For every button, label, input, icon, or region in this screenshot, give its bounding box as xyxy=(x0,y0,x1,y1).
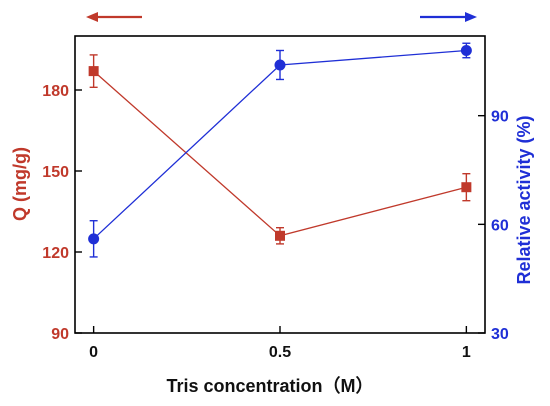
left-axis-title: Q (mg/g) xyxy=(10,147,30,221)
x-axis-title: Tris concentration（M） xyxy=(166,376,373,396)
plot-frame xyxy=(74,35,486,334)
data-point-square xyxy=(461,182,472,193)
data-point-square xyxy=(88,66,99,77)
axis-arrows xyxy=(86,12,477,22)
left-tick-label: 150 xyxy=(42,164,69,181)
left-tick-label: 180 xyxy=(42,83,69,100)
series-line-left xyxy=(93,70,467,237)
data-point-circle xyxy=(460,44,472,56)
right-tick-label: 60 xyxy=(491,217,509,234)
x-axis-ticks: 0 0.5 1 xyxy=(89,326,471,361)
series-layer xyxy=(88,42,472,258)
x-tick-label: 1 xyxy=(462,344,471,361)
right-tick-label: 90 xyxy=(491,109,509,126)
right-tick-label: 30 xyxy=(491,326,509,343)
left-axis-ticks: 90 120 150 180 xyxy=(42,83,82,343)
right-axis-title: Relative activity (%) xyxy=(514,115,534,284)
left-tick-label: 90 xyxy=(51,326,69,343)
data-point-square xyxy=(275,230,285,241)
right-axis-ticks: 30 60 90 xyxy=(478,109,509,343)
left-tick-label: 120 xyxy=(42,245,69,262)
x-tick-label: 0.5 xyxy=(269,344,291,361)
left-arrow-head xyxy=(86,12,98,22)
data-point-circle xyxy=(88,233,100,245)
right-arrow-head xyxy=(465,12,477,22)
x-tick-label: 0 xyxy=(89,344,98,361)
data-point-circle xyxy=(274,59,286,71)
